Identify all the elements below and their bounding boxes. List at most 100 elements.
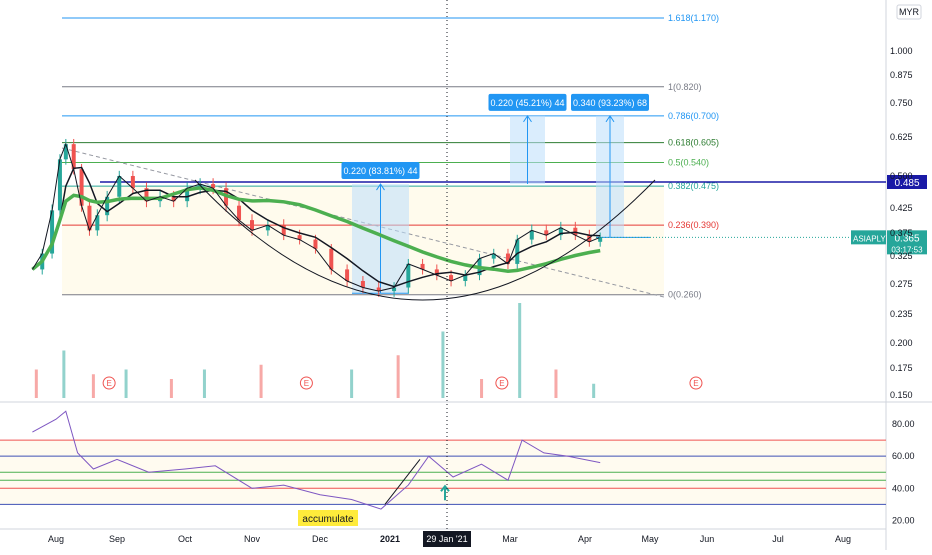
candle-body — [573, 227, 578, 236]
candle-body — [406, 263, 411, 288]
price-tick-label: 0.235 — [890, 309, 913, 319]
rsi-tick-label: 60.00 — [892, 451, 915, 461]
candle-body — [71, 144, 76, 170]
earnings-marker[interactable] — [299, 376, 313, 390]
time-tick-label: 2021 — [380, 534, 400, 544]
price-layer — [31, 138, 886, 301]
time-tick-label: Jun — [700, 534, 715, 544]
candle-body — [50, 210, 55, 254]
fib-label: 0.236(0.390) — [668, 220, 719, 230]
time-tick-label: Dec — [312, 534, 329, 544]
last-price-tag — [887, 230, 927, 255]
candle-body — [313, 239, 318, 249]
rsi-line — [32, 410, 601, 510]
price-tick-label: 1.000 — [890, 46, 913, 56]
ticker-tag — [851, 230, 886, 245]
resistance-price-label: 0.485 — [894, 178, 919, 189]
price-tick-label: 0.200 — [890, 338, 913, 348]
projection-layer: 0.220 (83.81%) 44 0.220 (45.21%) 44 0.340 … — [341, 93, 650, 294]
fib-label: 1(0.820) — [668, 82, 702, 92]
fib-label: 0.5(0.540) — [668, 158, 709, 168]
time-tick-label: May — [641, 534, 659, 544]
candle-body — [544, 230, 549, 236]
resistance-price-tag — [887, 174, 927, 189]
earnings-marker[interactable] — [689, 376, 703, 390]
candle-body — [587, 235, 592, 242]
currency-label: MYR — [899, 7, 920, 17]
projection-label: 0.220 (83.81%) 44 — [343, 166, 417, 176]
candle-body — [376, 287, 381, 292]
earnings-marker[interactable] — [495, 376, 509, 390]
rsi-trend-arrow — [384, 459, 421, 505]
volume-bar — [592, 383, 596, 398]
price-tick-label: 0.175 — [890, 363, 913, 373]
price-tick-label: 0.875 — [890, 70, 913, 80]
volume-bar — [34, 369, 38, 398]
volume-bar — [169, 379, 173, 398]
time-tick-label: Aug — [48, 534, 64, 544]
volume-bar — [91, 374, 95, 398]
candle-body — [130, 176, 135, 189]
projection-label-box — [488, 93, 567, 111]
projection-arrowhead — [376, 183, 385, 191]
volume-bar — [554, 369, 558, 398]
price-tick-label: 0.325 — [890, 251, 913, 261]
fib-label: 0(0.260) — [668, 290, 702, 300]
volume-bar — [441, 331, 445, 398]
candle-body — [345, 269, 350, 281]
candle-body — [463, 275, 468, 281]
rsi-tick-label: 80.00 — [892, 419, 915, 429]
cursor-date-box — [423, 531, 471, 547]
currency-badge[interactable] — [896, 4, 922, 20]
volume-bar — [480, 379, 484, 398]
candle-body — [529, 230, 534, 240]
candle-body — [211, 184, 216, 189]
candle-body — [598, 237, 603, 242]
fib-label: 0.786(0.700) — [668, 111, 719, 121]
candle-body — [57, 159, 62, 211]
price-tick-label: 0.500 — [890, 171, 913, 181]
candle-body — [144, 188, 149, 202]
projection-arrowhead — [605, 114, 615, 123]
time-tick-label: Sep — [109, 534, 125, 544]
candle-body — [329, 248, 334, 270]
time-tick-label: Aug — [835, 534, 851, 544]
candle-body — [434, 269, 439, 276]
volume-bar — [259, 364, 263, 398]
candle-body — [392, 287, 397, 292]
volume-bar — [202, 369, 206, 398]
ticker-label: ASIAPLY · 0.365 — [853, 234, 913, 243]
candle-body — [558, 227, 563, 236]
candle-body — [449, 275, 454, 281]
candle-body — [185, 188, 190, 202]
accumulate-annotation: accumulate — [302, 514, 354, 525]
time-tick-label: Mar — [502, 534, 518, 544]
time-tick-label: Jul — [772, 534, 784, 544]
cup-curve — [194, 179, 656, 301]
cursor-date-label: 29 Jan '21 — [426, 534, 467, 544]
moving-average-long — [31, 186, 601, 273]
price-tick-label: 0.625 — [890, 132, 913, 142]
volume-bar — [62, 350, 66, 398]
countdown-label: 03:17:53 — [891, 245, 923, 254]
accumulate-annotation-box[interactable] — [298, 510, 358, 526]
candle-body — [250, 220, 254, 231]
volume-bar — [518, 303, 522, 398]
price-tick-label: 0.425 — [890, 203, 913, 213]
earnings-marker-label: E — [304, 379, 309, 388]
rsi-up-arrow — [440, 484, 450, 501]
projection-label-box — [341, 162, 420, 180]
volume-bar — [350, 369, 354, 398]
candle-body — [297, 235, 302, 240]
projection-label: 0.220 (45.21%) 44 — [490, 98, 564, 108]
candle-body — [515, 239, 520, 264]
price-tick-label: 0.375 — [890, 228, 913, 238]
earnings-marker[interactable] — [102, 376, 116, 390]
fib-label: 0.618(0.605) — [668, 138, 719, 148]
projection-label-box — [571, 93, 649, 111]
price-tick-label: 0.150 — [890, 390, 913, 400]
